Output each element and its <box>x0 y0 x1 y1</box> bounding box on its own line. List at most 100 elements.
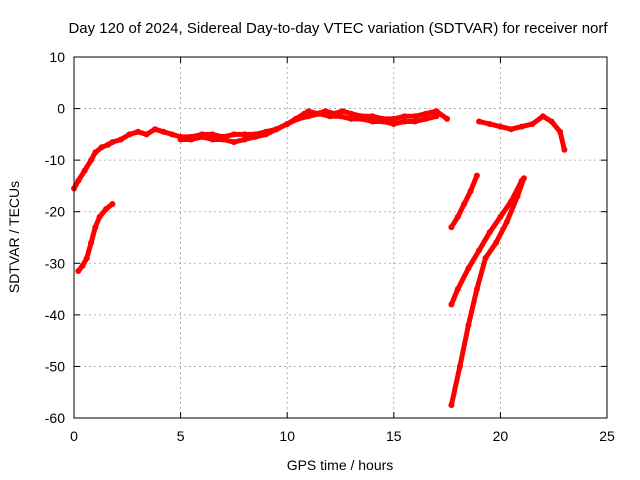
x-tick-label: 5 <box>177 428 185 444</box>
data-point <box>135 128 141 135</box>
data-point <box>433 108 440 115</box>
data-point <box>109 201 116 207</box>
data-point <box>103 206 109 213</box>
series-line <box>476 113 567 153</box>
data-point <box>358 115 365 122</box>
data-point <box>98 144 105 151</box>
plot-frame <box>73 56 608 419</box>
data-point <box>143 131 150 138</box>
data-point <box>561 146 568 153</box>
data-point <box>473 172 480 179</box>
data-point <box>337 113 344 120</box>
data-point <box>177 136 184 143</box>
data-point <box>117 136 124 143</box>
data-point <box>520 175 527 182</box>
data-point <box>81 167 88 174</box>
data-point <box>188 136 195 143</box>
data-point <box>448 301 455 308</box>
data-point <box>540 113 546 120</box>
data-point <box>241 136 248 143</box>
y-tick-label: -40 <box>45 307 65 323</box>
data-point <box>348 110 355 117</box>
data-point <box>461 201 468 207</box>
data-point <box>557 128 564 135</box>
y-tick-label: -50 <box>45 358 65 374</box>
data-point <box>473 286 480 293</box>
x-tick-label: 0 <box>70 428 78 444</box>
y-tick-label: 0 <box>57 101 65 117</box>
data-point <box>109 139 116 146</box>
data-point <box>401 118 408 125</box>
data-point <box>209 131 216 138</box>
data-point <box>92 224 99 231</box>
data-point <box>476 118 483 125</box>
data-point <box>412 118 419 125</box>
data-point <box>230 131 237 138</box>
data-point <box>444 115 451 122</box>
data-point <box>230 139 237 146</box>
data-point <box>105 141 112 148</box>
x-tick-label: 20 <box>493 428 509 444</box>
data-point <box>198 133 205 140</box>
x-tick-label: 10 <box>279 428 295 444</box>
data-point <box>465 322 472 329</box>
data-point <box>503 219 510 225</box>
data-point <box>369 113 376 120</box>
data-point <box>467 188 474 195</box>
data-point <box>88 157 95 164</box>
data-point <box>96 213 103 220</box>
y-tick-label: -30 <box>45 255 65 271</box>
data-point <box>454 213 461 220</box>
data-point <box>486 121 493 127</box>
data-point <box>482 255 489 262</box>
data-point <box>305 108 312 115</box>
y-axis-label: SDTVAR / TECUs <box>6 181 22 293</box>
y-tick-label: 10 <box>49 49 65 65</box>
y-tick-label: -60 <box>45 410 65 426</box>
data-point <box>294 115 301 122</box>
data-point <box>75 268 82 274</box>
data-point <box>169 131 176 138</box>
data-point <box>390 115 397 122</box>
data-point <box>448 224 455 231</box>
data-point <box>160 128 167 135</box>
data-point <box>548 118 555 125</box>
data-point <box>348 115 355 122</box>
data-point <box>305 113 312 120</box>
data-point <box>273 126 280 133</box>
data-point <box>518 123 525 130</box>
data-point <box>284 121 291 127</box>
data-point <box>369 118 376 125</box>
data-point <box>326 113 333 120</box>
data-point <box>448 402 455 409</box>
data-point <box>412 113 419 120</box>
data-point <box>209 136 216 143</box>
data-point <box>75 177 82 184</box>
data-point <box>497 123 504 130</box>
data-point <box>92 149 99 156</box>
data-point <box>486 229 493 236</box>
data-point <box>126 131 133 138</box>
data-point <box>401 113 408 120</box>
y-tick-label: -20 <box>45 204 65 220</box>
data-point <box>433 113 440 120</box>
data-point <box>316 110 323 117</box>
data-point <box>493 239 500 246</box>
series-layer <box>71 108 568 409</box>
x-axis-label: GPS time / hours <box>287 457 394 473</box>
ticks: 0 5 10 15 20 25 10 0 -10 -20 -30 -40 -50 -60 <box>45 49 615 444</box>
data-point <box>476 247 483 254</box>
data-point <box>454 286 461 293</box>
y-tick-label: -10 <box>45 152 65 168</box>
data-point <box>529 121 536 127</box>
data-point <box>339 108 346 115</box>
data-point <box>422 110 429 117</box>
data-point <box>252 133 259 140</box>
data-point <box>88 239 95 246</box>
series-line <box>448 178 525 307</box>
data-point <box>465 265 472 272</box>
data-point <box>514 193 521 200</box>
x-tick-label: 15 <box>386 428 402 444</box>
data-point <box>497 213 504 220</box>
